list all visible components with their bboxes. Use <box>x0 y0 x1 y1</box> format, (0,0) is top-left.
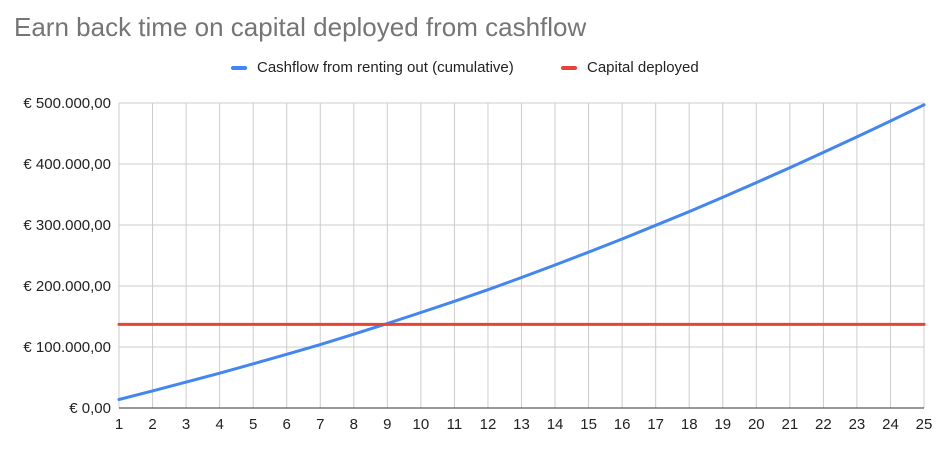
y-tick-label: € 500.000,00 <box>23 95 111 112</box>
x-tick-label: 25 <box>916 416 933 433</box>
y-axis: € 0,00 € 100.000,00 € 200.000,00 € 300.000,… <box>23 95 111 417</box>
y-tick-label: € 400.000,00 <box>23 156 111 173</box>
y-tick-label: € 0,00 <box>69 400 111 417</box>
series-line-cashflow <box>117 103 926 401</box>
y-tick-label: € 200.000,00 <box>23 278 111 295</box>
x-tick-label: 14 <box>547 416 564 433</box>
x-tick-label: 5 <box>249 416 257 433</box>
x-tick-label: 8 <box>350 416 358 433</box>
x-tick-label: 1 <box>115 416 123 433</box>
x-tick-label: 24 <box>882 416 899 433</box>
legend-item-capital[interactable]: Capital deployed <box>561 59 699 76</box>
legend-item-cashflow[interactable]: Cashflow from renting out (cumulative) <box>231 59 514 76</box>
x-tick-label: 13 <box>513 416 530 433</box>
legend-swatch-cashflow <box>231 65 247 70</box>
legend-label-cashflow: Cashflow from renting out (cumulative) <box>257 59 514 76</box>
x-tick-label: 16 <box>614 416 631 433</box>
series-layer <box>117 103 926 401</box>
x-tick-label: 10 <box>413 416 430 433</box>
x-tick-label: 22 <box>815 416 832 433</box>
x-tick-label: 3 <box>182 416 190 433</box>
x-tick-label: 23 <box>849 416 866 433</box>
chart-title: Earn back time on capital deployed from … <box>14 12 587 42</box>
x-tick-label: 19 <box>714 416 731 433</box>
x-axis: 1 2 3 4 5 6 7 8 9 10 11 12 13 14 15 16 17 18 19 20 21 22 23 24 2… <box>115 416 933 433</box>
x-tick-label: 11 <box>447 416 463 433</box>
x-tick-label: 18 <box>681 416 698 433</box>
x-tick-label: 6 <box>283 416 291 433</box>
x-tick-label: 17 <box>647 416 664 433</box>
x-tick-label: 9 <box>383 416 391 433</box>
x-tick-label: 4 <box>215 416 223 433</box>
legend-label-capital: Capital deployed <box>587 59 699 76</box>
x-tick-label: 2 <box>148 416 156 433</box>
x-tick-label: 20 <box>748 416 765 433</box>
x-tick-label: 7 <box>316 416 324 433</box>
legend-swatch-capital <box>561 65 577 70</box>
y-tick-label: € 100.000,00 <box>23 339 111 356</box>
x-tick-label: 12 <box>480 416 497 433</box>
x-tick-label: 21 <box>781 416 798 433</box>
legend: Cashflow from renting out (cumulative) C… <box>0 59 950 79</box>
y-tick-label: € 300.000,00 <box>23 217 111 234</box>
x-tick-label: 15 <box>580 416 597 433</box>
grid <box>118 102 925 409</box>
